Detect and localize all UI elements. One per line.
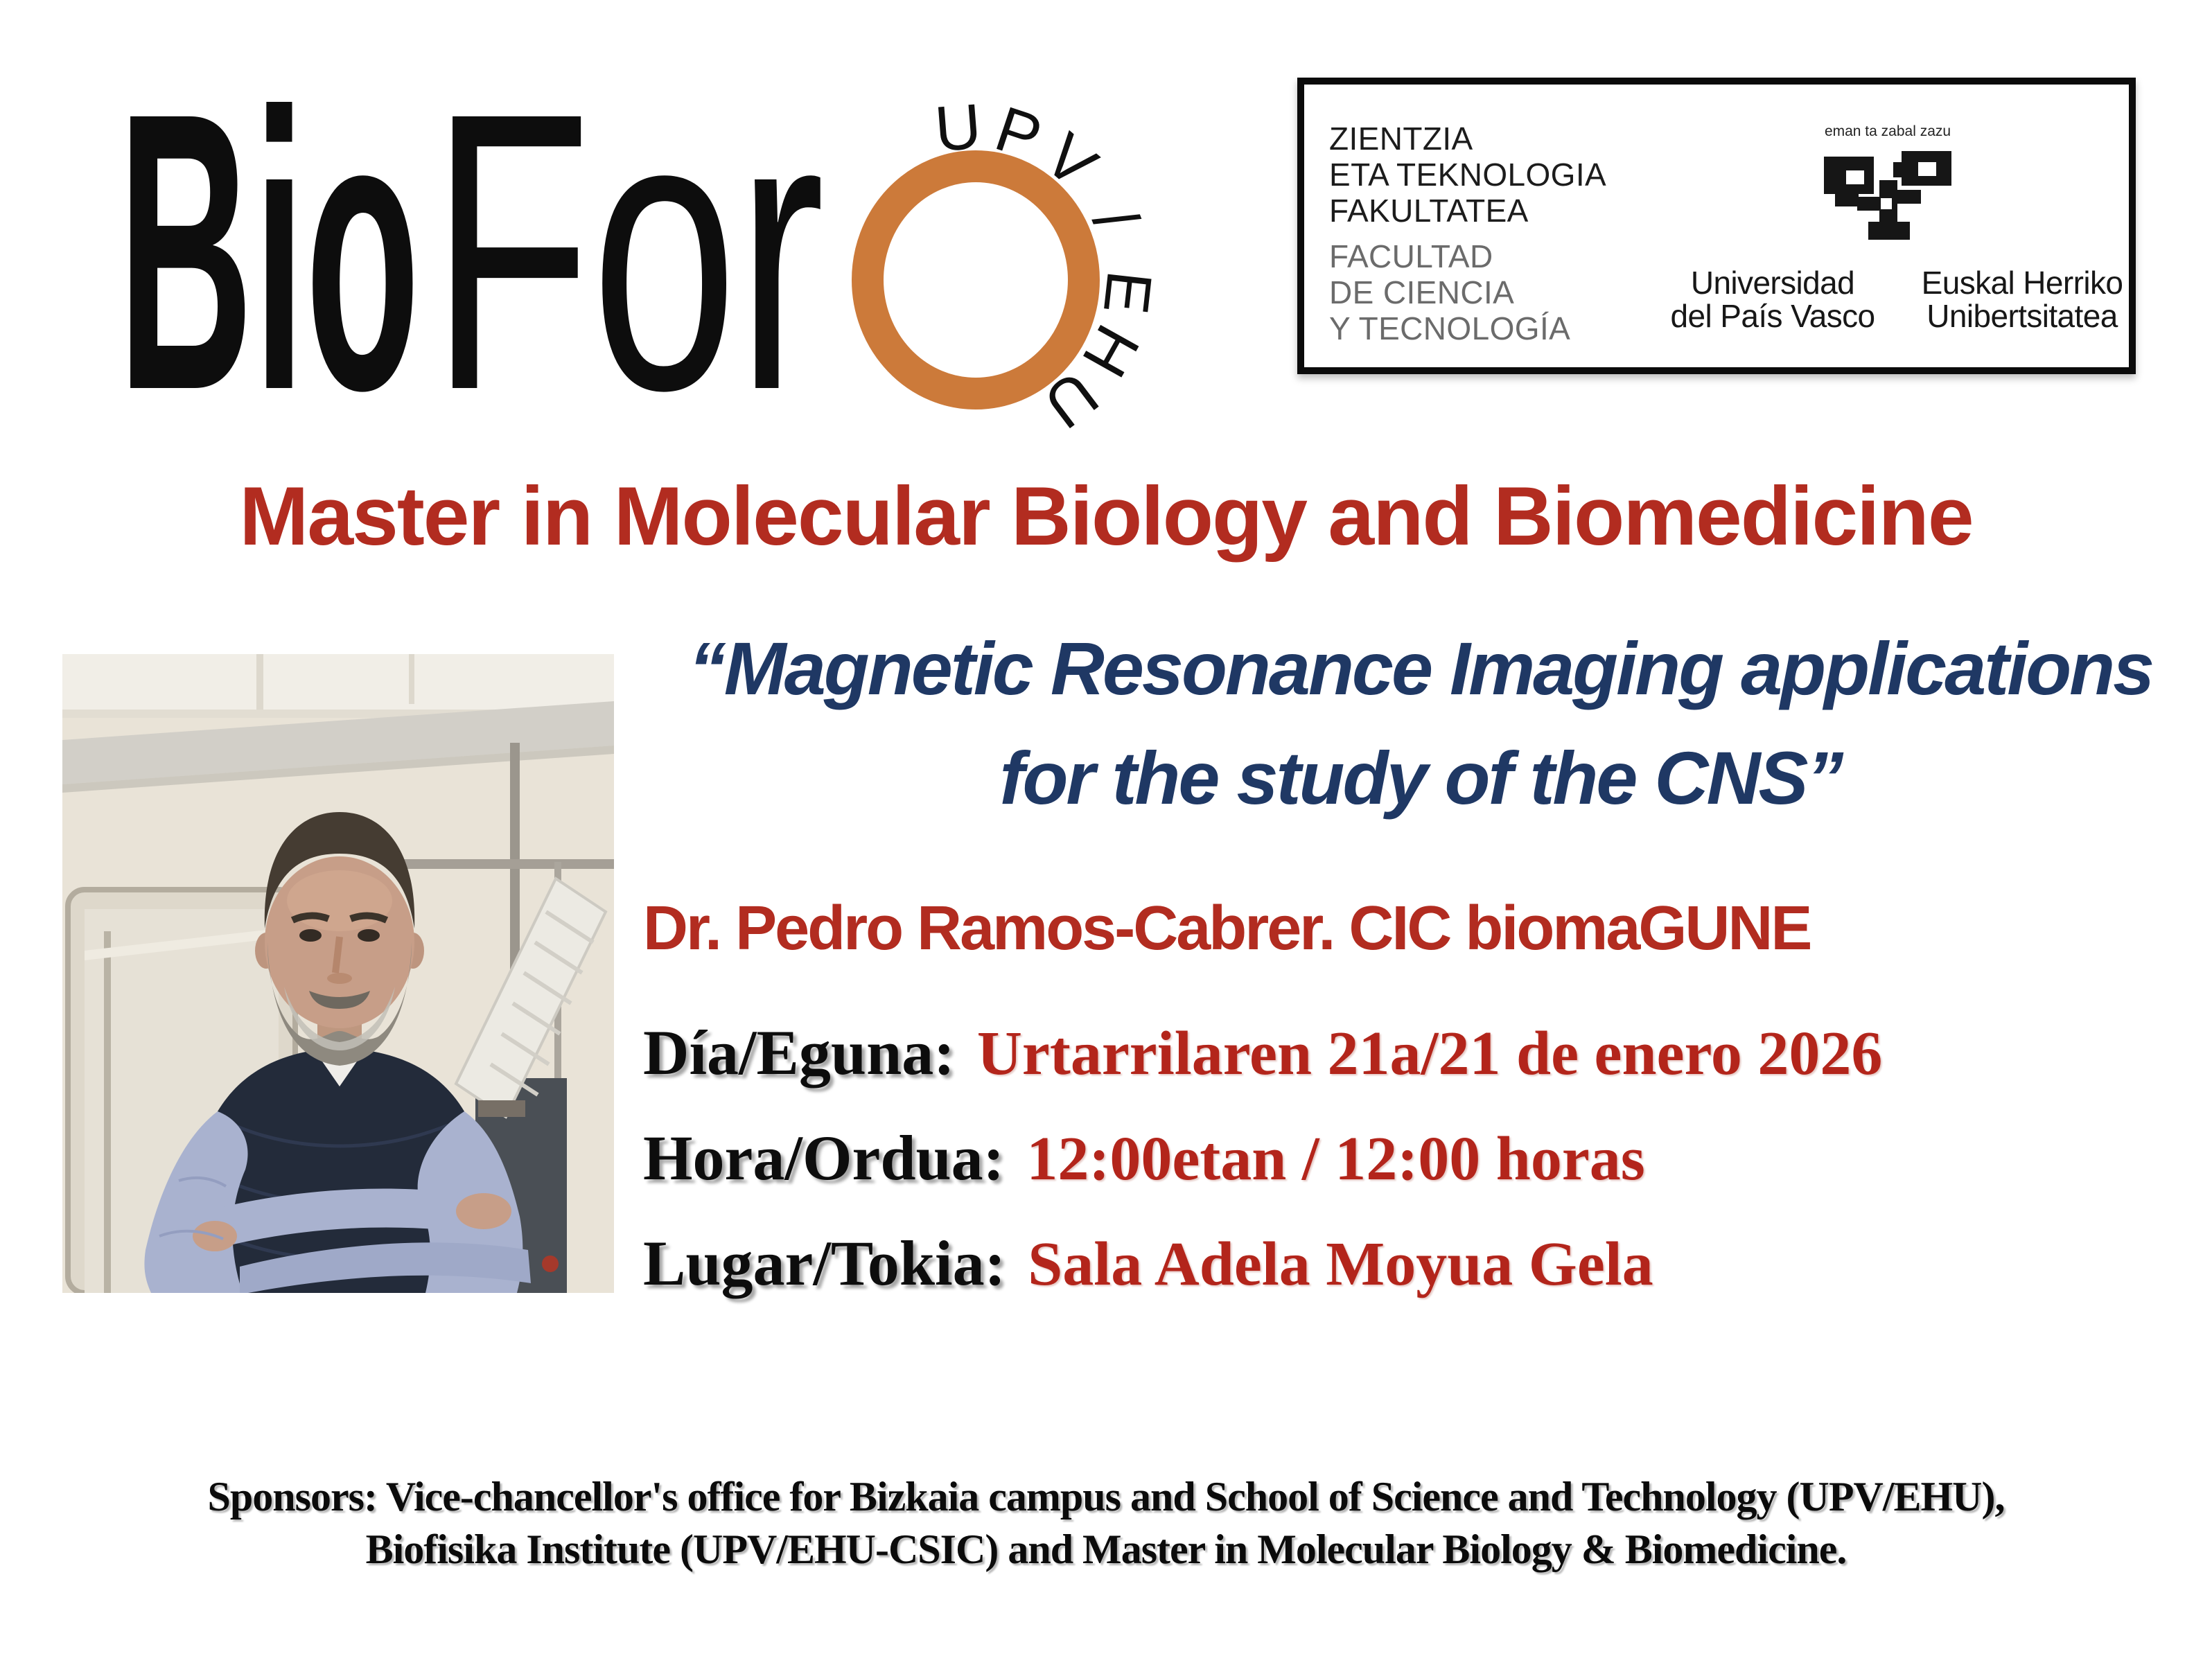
university-name-line: Unibertsitatea bbox=[1926, 298, 2118, 334]
talk-title-line1: “Magnetic Resonance Imaging applications bbox=[688, 628, 2154, 711]
faculty-eu-line: ZIENTZIA bbox=[1329, 121, 1473, 157]
detail-value: Urtarrilaren 21a/21 de enero 2026 bbox=[976, 1019, 1883, 1088]
program-title: Master in Molecular Biology and Biomedic… bbox=[239, 470, 1974, 563]
detail-row-place: Lugar/Tokia: Sala Adela Moyua Gela bbox=[643, 1226, 1653, 1300]
university-logo-box: ZIENTZIA ETA TEKNOLOGIA FAKULTATEA FACUL… bbox=[1297, 78, 2136, 374]
university-name-line: Universidad bbox=[1690, 265, 1855, 301]
talk-title-line2: for the study of the CNS” bbox=[999, 737, 1844, 820]
faculty-eu-line: FAKULTATEA bbox=[1329, 193, 1529, 229]
detail-label: Día/Eguna: bbox=[643, 1017, 955, 1088]
sponsors-text: Sponsors: Vice-chancellor's office for B… bbox=[0, 1472, 2212, 1577]
faculty-es-line: FACULTAD bbox=[1329, 238, 1493, 274]
bioforo-logo: Bio For UPV / EHU bbox=[118, 30, 1155, 472]
speaker-photo bbox=[62, 654, 614, 1293]
detail-value: 12:00etan / 12:00 horas bbox=[1026, 1124, 1645, 1193]
detail-value: Sala Adela Moyua Gela bbox=[1028, 1229, 1653, 1298]
sponsors-line2: Biofisika Institute (UPV/EHU-CSIC) and M… bbox=[365, 1527, 1847, 1573]
upv-ehu-tree-icon bbox=[1824, 151, 1951, 240]
faculty-es-line: DE CIENCIA bbox=[1329, 274, 1515, 310]
bioforo-for-text: For bbox=[431, 30, 825, 472]
university-name-es: Universidad del País Vasco bbox=[1670, 266, 1875, 333]
detail-label: Lugar/Tokia: bbox=[643, 1228, 1006, 1298]
faculty-names: ZIENTZIA ETA TEKNOLOGIA FAKULTATEA FACUL… bbox=[1329, 121, 1606, 346]
detail-label: Hora/Ordua: bbox=[643, 1122, 1005, 1193]
detail-row-date: Día/Eguna: Urtarrilaren 21a/21 de enero 2… bbox=[643, 1016, 1882, 1089]
bioforo-bio-text: Bio bbox=[118, 30, 420, 472]
university-name-line: del País Vasco bbox=[1670, 298, 1875, 334]
faculty-eu-line: ETA TEKNOLOGIA bbox=[1329, 157, 1607, 193]
university-name-line: Euskal Herriko bbox=[1921, 265, 2123, 301]
faculty-es-line: Y TECNOLOGÍA bbox=[1329, 310, 1571, 346]
bioforo-ring-icon bbox=[852, 150, 1100, 409]
upv-motto: eman ta zabal zazu bbox=[1824, 123, 1951, 140]
talk-title: “Magnetic Resonance Imaging applications… bbox=[617, 615, 2212, 834]
speaker-name: Dr. Pedro Ramos-Cabrer. CIC biomaGUNE bbox=[643, 892, 1812, 963]
university-name-eu: Euskal Herriko Unibertsitatea bbox=[1922, 266, 2123, 333]
sponsors-line1: Sponsors: Vice-chancellor's office for B… bbox=[207, 1474, 2005, 1520]
detail-row-time: Hora/Ordua: 12:00etan / 12:00 horas bbox=[643, 1121, 1645, 1195]
